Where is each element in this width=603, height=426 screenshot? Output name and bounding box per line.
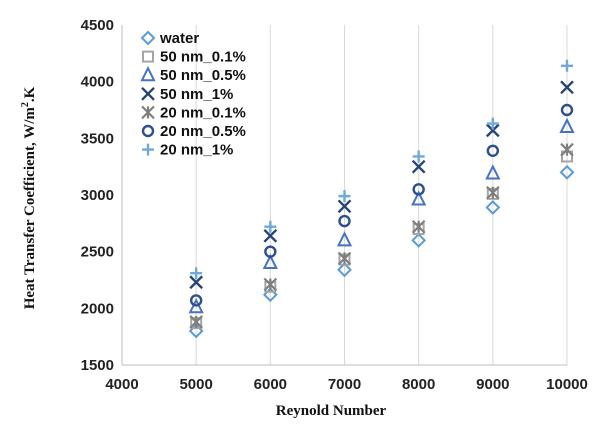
data-point	[264, 245, 277, 258]
data-point	[338, 190, 351, 203]
y-tick-label: 2500	[81, 244, 114, 261]
data-point	[412, 183, 425, 196]
legend-marker	[141, 86, 155, 101]
x-tick-label: 7000	[328, 376, 361, 393]
legend-marker	[142, 50, 154, 63]
x-tick-label: 6000	[254, 376, 287, 393]
x-tick-label: 8000	[402, 376, 435, 393]
data-point	[560, 80, 574, 95]
legend-entry: water	[140, 30, 199, 47]
data-point	[485, 164, 501, 180]
data-point	[486, 185, 500, 200]
legend-entry: 20 nm_1%	[142, 142, 233, 159]
legend-entry: 20 nm_0.1%	[141, 104, 246, 121]
data-point	[486, 117, 499, 130]
x-tick-label: 9000	[476, 376, 509, 393]
data-point	[189, 294, 203, 307]
y-tick-label: 4000	[81, 74, 114, 91]
legend-entry: 20 nm_0.5%	[141, 123, 246, 140]
data-point	[263, 228, 278, 243]
data-point	[485, 200, 501, 215]
legend-label: 20 nm_0.5%	[160, 123, 246, 140]
tick-labels: 4000 5000 6000 7000 8000 9000 10000 1500 2000 250…	[81, 17, 588, 393]
data-point	[338, 214, 351, 228]
grid	[195, 25, 568, 365]
data-point	[559, 164, 575, 180]
data-point	[561, 59, 573, 72]
y-tick-label: 2000	[81, 300, 114, 317]
legend-marker	[142, 143, 154, 156]
legend-label: 20 nm_0.1%	[160, 104, 246, 121]
data-point	[189, 275, 204, 290]
legend-marker	[141, 124, 155, 138]
data-point	[412, 150, 425, 163]
data-point	[411, 219, 426, 234]
y-tick-label: 1500	[81, 357, 114, 374]
data-point	[411, 190, 427, 206]
y-axis-title: Heat Transfer Coefficient, W/m2.K	[20, 86, 38, 309]
x-tick-label: 4000	[105, 376, 138, 393]
legend-label: 50 nm_0.1%	[160, 49, 246, 66]
data-point	[336, 231, 353, 247]
y-tick-label: 4500	[81, 17, 114, 34]
data-point	[559, 117, 575, 133]
y-tick-label: 3500	[81, 130, 114, 147]
axes	[121, 25, 567, 366]
data-point	[560, 103, 574, 117]
x-axis-title: Reynold Number	[276, 403, 387, 419]
data-point	[411, 159, 426, 174]
x-tick-label: 5000	[179, 376, 212, 393]
data-point	[337, 262, 352, 278]
legend-marker	[141, 105, 155, 120]
legend-entry: 50 nm_0.1%	[142, 49, 246, 66]
legend-label: water	[159, 30, 199, 47]
legend-label: 20 nm_1%	[160, 142, 233, 159]
legend-entry: 50 nm_1%	[141, 86, 233, 103]
legend-label: 50 nm_0.5%	[160, 67, 246, 84]
legend-marker	[140, 65, 156, 82]
data-point	[337, 251, 352, 266]
legend-marker	[140, 30, 156, 46]
data-point	[190, 267, 203, 280]
data-point	[262, 253, 278, 269]
y-tick-label: 3000	[81, 187, 114, 204]
data-point	[337, 199, 352, 214]
data-point	[189, 315, 203, 329]
data-point	[411, 232, 427, 248]
data-point	[486, 144, 500, 158]
data-point	[485, 123, 500, 138]
data-point	[188, 297, 204, 314]
data-points	[188, 59, 575, 339]
data-point	[560, 142, 574, 157]
legend-label: 50 nm_1%	[160, 86, 233, 103]
data-point	[263, 277, 278, 292]
legend-entry: 50 nm_0.5%	[140, 65, 246, 84]
data-point	[264, 220, 277, 233]
x-tick-label: 10000	[546, 376, 588, 393]
